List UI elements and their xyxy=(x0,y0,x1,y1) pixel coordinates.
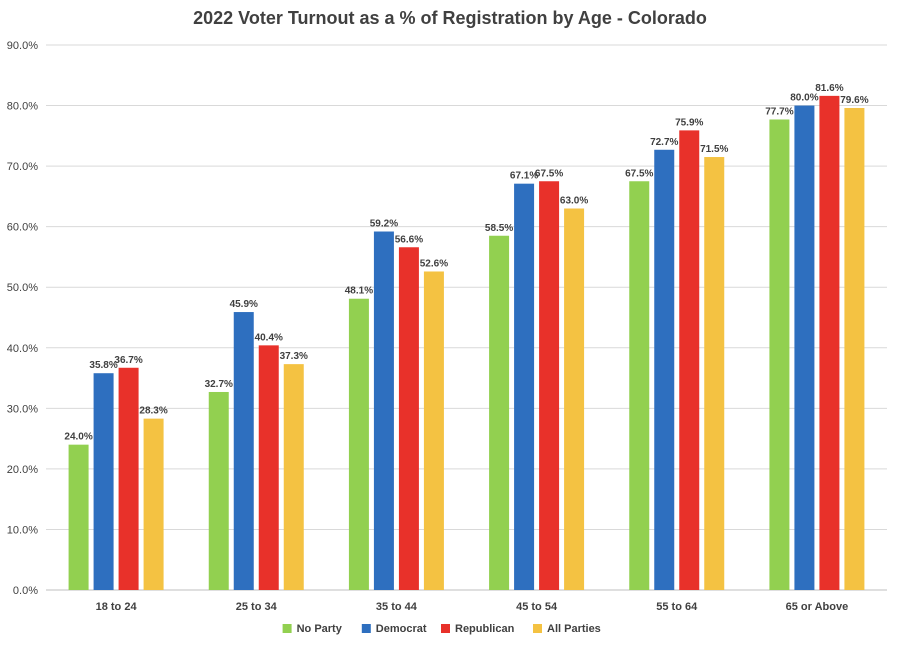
data-label: 36.7% xyxy=(114,355,142,366)
x-axis-ticks: 18 to 24 25 to 34 35 to 44 45 to 54 55 to 64… xyxy=(96,601,849,613)
legend-swatch xyxy=(533,624,542,633)
legend-label: All Parties xyxy=(547,623,601,635)
grid-layer xyxy=(46,44,887,591)
legend-label: Democrat xyxy=(376,623,427,635)
data-label: 75.9% xyxy=(675,117,703,128)
data-label: 24.0% xyxy=(64,432,92,443)
bar-republican xyxy=(819,95,840,590)
bar-republican xyxy=(258,345,279,590)
legend-label: Republican xyxy=(455,623,515,635)
bar-no-party xyxy=(769,119,790,590)
data-label: 80.0% xyxy=(790,93,818,104)
legend-swatch xyxy=(282,624,292,633)
y-tick-label: 40.0% xyxy=(7,343,38,355)
data-label: 67.5% xyxy=(535,168,563,179)
bar-republican xyxy=(398,247,419,590)
legend: No Party Democrat Republican All Parties xyxy=(282,623,601,635)
data-label: 52.6% xyxy=(420,258,448,269)
x-tick-label: 45 to 54 xyxy=(516,601,558,613)
bar-democrat xyxy=(93,373,114,590)
data-label: 63.0% xyxy=(560,196,588,207)
data-label: 79.6% xyxy=(840,95,868,106)
bar-republican xyxy=(679,130,700,590)
data-label: 71.5% xyxy=(700,144,728,155)
x-tick-label: 25 to 34 xyxy=(236,601,278,613)
bar-democrat xyxy=(514,183,535,590)
data-label: 67.5% xyxy=(625,168,653,179)
data-label: 48.1% xyxy=(345,286,373,297)
bars xyxy=(68,95,865,591)
y-tick-label: 70.0% xyxy=(7,161,38,173)
y-tick-label: 10.0% xyxy=(7,524,38,536)
data-label: 32.7% xyxy=(205,379,233,390)
y-tick-label: 50.0% xyxy=(7,282,38,294)
y-tick-label: 20.0% xyxy=(7,464,38,476)
bar-no-party xyxy=(629,181,650,590)
y-tick-label: 90.0% xyxy=(7,40,38,52)
bar-democrat xyxy=(233,312,254,590)
bar-republican xyxy=(539,181,560,590)
data-label: 81.6% xyxy=(815,83,843,94)
bar-no-party xyxy=(489,235,510,590)
legend-swatch xyxy=(441,624,450,633)
data-label: 35.8% xyxy=(89,360,117,371)
bar-all-parties xyxy=(704,157,725,590)
x-tick-label: 65 or Above xyxy=(786,601,849,613)
bar-all-parties xyxy=(283,364,304,590)
bar-democrat xyxy=(373,231,394,590)
legend-label: No Party xyxy=(297,623,343,635)
data-label: 56.6% xyxy=(395,234,423,245)
bar-republican xyxy=(118,367,139,590)
bar-no-party xyxy=(208,391,229,590)
y-tick-label: 0.0% xyxy=(13,585,38,597)
bar-no-party xyxy=(348,298,369,590)
data-label: 58.5% xyxy=(485,223,513,234)
x-tick-label: 55 to 64 xyxy=(656,601,698,613)
bar-all-parties xyxy=(143,418,164,590)
y-tick-label: 80.0% xyxy=(7,101,38,113)
bar-democrat xyxy=(794,105,815,591)
data-label: 77.7% xyxy=(765,106,793,117)
y-tick-label: 60.0% xyxy=(7,222,38,234)
y-tick-label: 30.0% xyxy=(7,403,38,415)
x-tick-label: 35 to 44 xyxy=(376,601,418,613)
data-label: 37.3% xyxy=(280,351,308,362)
bar-no-party xyxy=(68,444,89,590)
y-axis-ticks: 0.0% 10.0% 20.0% 30.0% 40.0% 50.0% 60.0% 70.0% 8… xyxy=(7,40,38,597)
data-label: 59.2% xyxy=(370,219,398,230)
bar-all-parties xyxy=(844,107,865,590)
data-labels: 24.0% 35.8%36.7% 28.3% 32.7% 45.9% 40.4% 37.3%… xyxy=(64,83,868,443)
chart-title: 2022 Voter Turnout as a % of Registratio… xyxy=(193,8,707,28)
data-label: 72.7% xyxy=(650,137,678,148)
bar-democrat xyxy=(654,149,675,590)
x-tick-label: 18 to 24 xyxy=(96,601,138,613)
data-label: 40.4% xyxy=(255,332,283,343)
bar-all-parties xyxy=(423,271,444,590)
legend-swatch xyxy=(361,624,371,633)
bar-all-parties xyxy=(564,208,585,590)
data-label: 67.1% xyxy=(510,171,538,182)
data-label: 28.3% xyxy=(139,406,167,417)
data-label: 45.9% xyxy=(230,299,258,310)
